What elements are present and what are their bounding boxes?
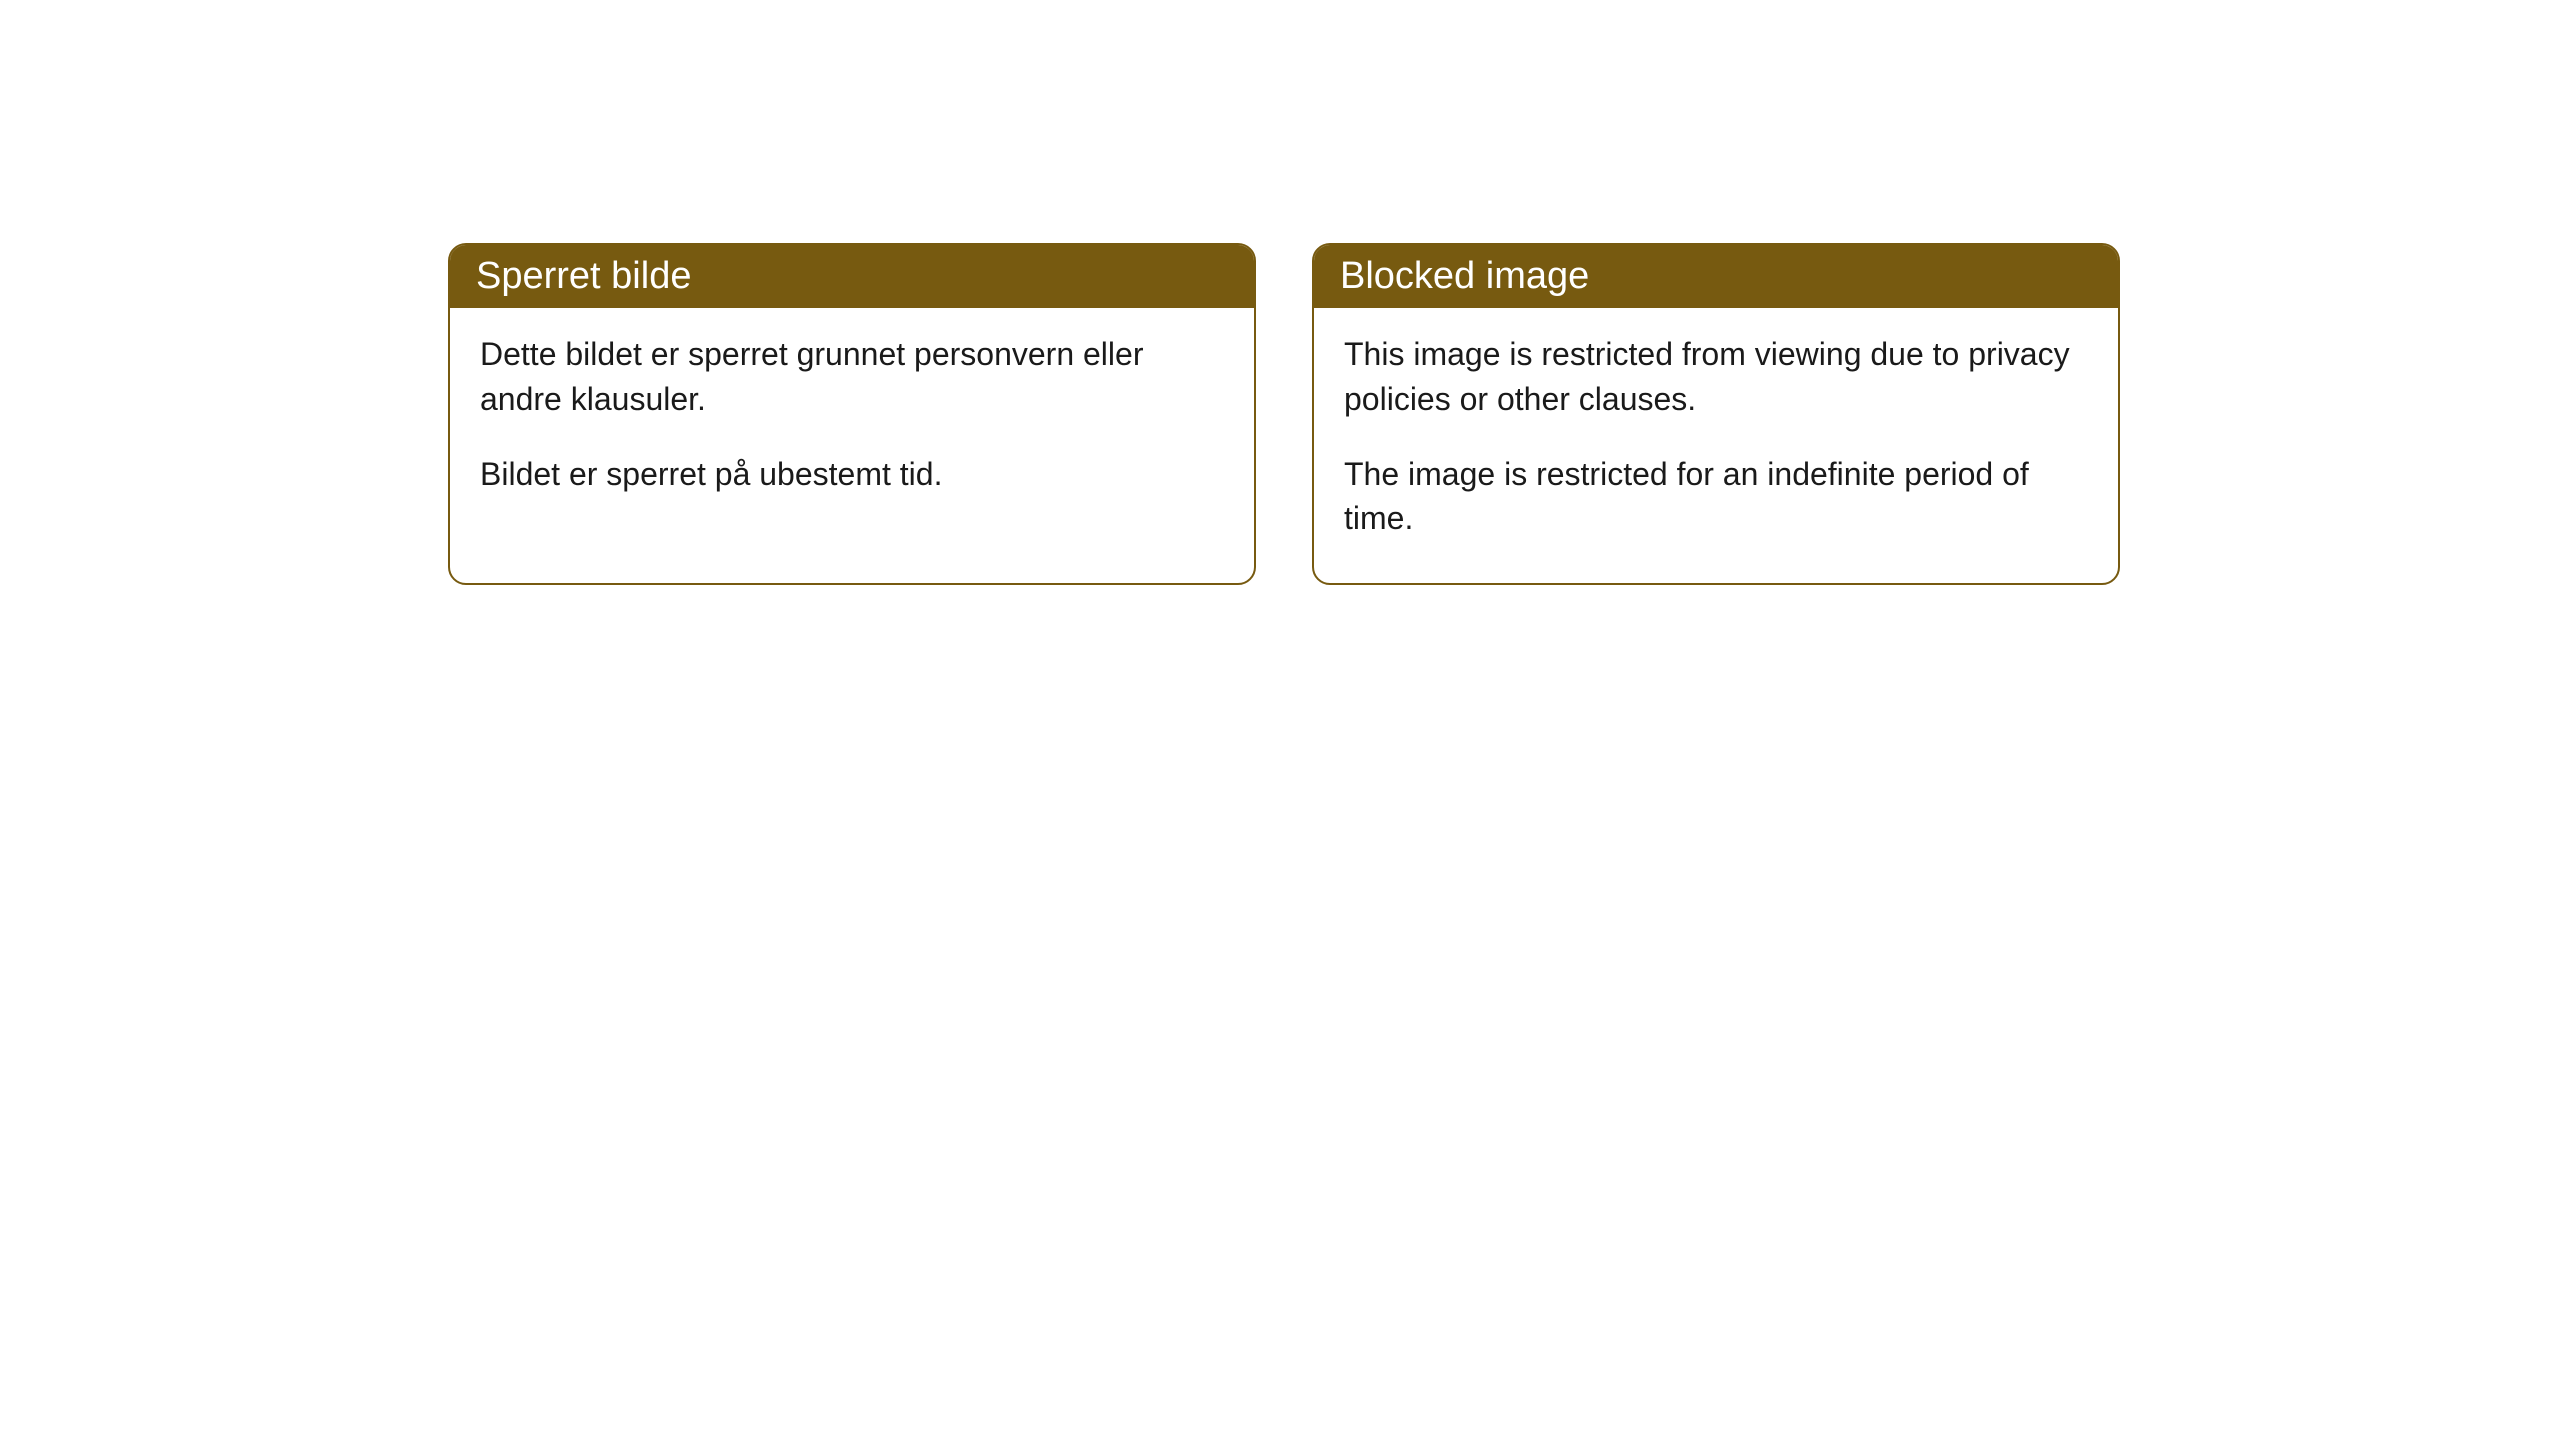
card-header-english: Blocked image — [1314, 245, 2118, 308]
card-header-norwegian: Sperret bilde — [450, 245, 1254, 308]
card-body-norwegian: Dette bildet er sperret grunnet personve… — [450, 308, 1254, 538]
card-paragraph: Bildet er sperret på ubestemt tid. — [480, 452, 1224, 497]
card-paragraph: This image is restricted from viewing du… — [1344, 332, 2088, 422]
blocked-image-card-english: Blocked image This image is restricted f… — [1312, 243, 2120, 585]
card-body-english: This image is restricted from viewing du… — [1314, 308, 2118, 583]
card-paragraph: Dette bildet er sperret grunnet personve… — [480, 332, 1224, 422]
blocked-image-card-norwegian: Sperret bilde Dette bildet er sperret gr… — [448, 243, 1256, 585]
notice-cards-container: Sperret bilde Dette bildet er sperret gr… — [448, 243, 2120, 585]
card-paragraph: The image is restricted for an indefinit… — [1344, 452, 2088, 542]
